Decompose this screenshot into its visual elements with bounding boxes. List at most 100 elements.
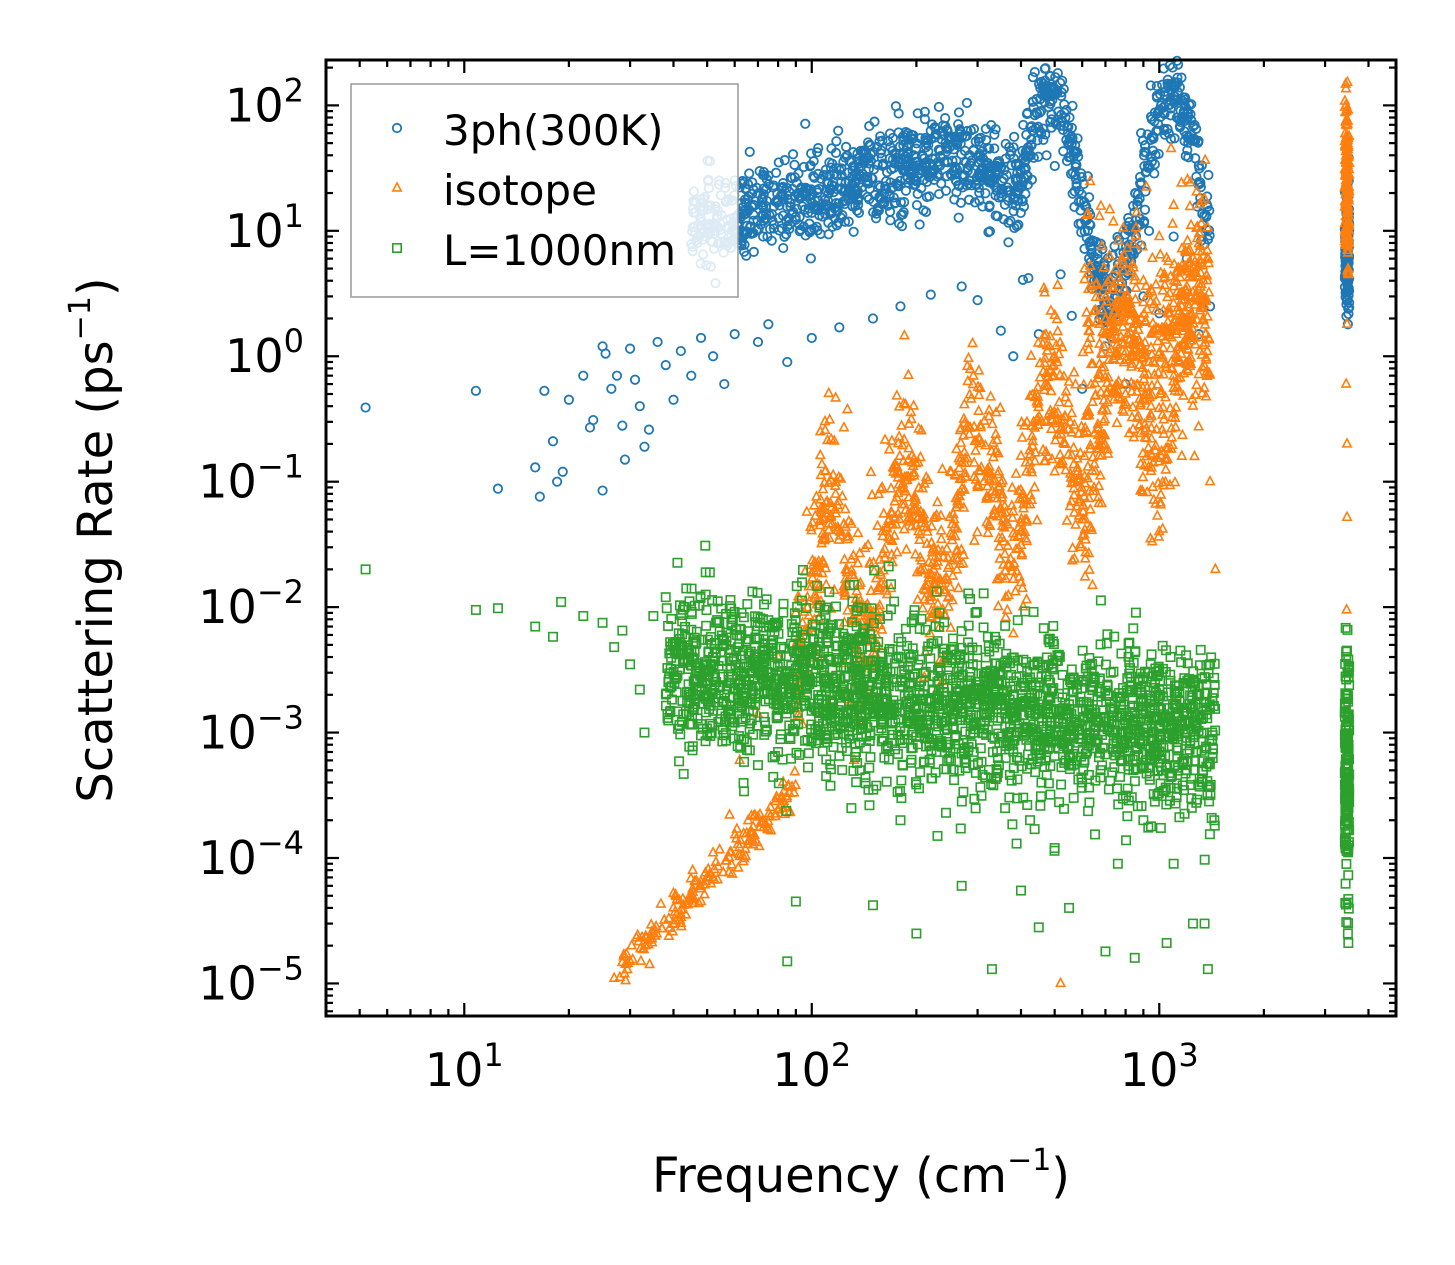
point-triangle (912, 455, 924, 467)
point-circle (839, 216, 851, 227)
point-circle (900, 185, 912, 196)
point-circle (770, 167, 782, 178)
point-circle (758, 231, 769, 242)
point-triangle (970, 444, 982, 455)
point-triangle (893, 512, 905, 523)
point-triangle (1079, 513, 1092, 524)
point-circle (773, 157, 784, 168)
point-triangle (1060, 463, 1072, 475)
data-point-triangle (1199, 192, 1211, 203)
point-circle (1177, 111, 1188, 122)
point-triangle (841, 532, 853, 544)
point-triangle (981, 489, 993, 501)
point-triangle (886, 434, 898, 445)
point-square (794, 749, 805, 760)
point-triangle (833, 470, 845, 482)
point-circle (1027, 96, 1038, 107)
point-circle (1046, 114, 1057, 125)
point-triangle (838, 616, 850, 627)
point-circle (904, 164, 916, 175)
data-point-circle (995, 325, 1006, 336)
point-triangle (1034, 371, 1046, 382)
point-triangle (1045, 304, 1057, 315)
point-circle (1186, 129, 1197, 141)
point-triangle (1029, 446, 1041, 457)
point-triangle (1119, 396, 1131, 407)
point-triangle (995, 476, 1007, 488)
point-square (970, 803, 981, 814)
point-triangle (1067, 541, 1079, 553)
point-triangle (1038, 281, 1050, 293)
point-triangle (708, 862, 720, 874)
point-circle (1139, 150, 1150, 161)
point-triangle (883, 443, 895, 454)
point-triangle (1052, 278, 1064, 289)
point-triangle (945, 526, 957, 538)
point-square (947, 633, 958, 644)
point-square (679, 621, 690, 632)
point-triangle (952, 494, 964, 506)
point-triangle (1108, 306, 1120, 318)
point-square (1000, 620, 1011, 631)
point-triangle (1152, 451, 1164, 462)
point-square (781, 805, 792, 816)
point-triangle (928, 511, 940, 522)
point-triangle (1046, 452, 1058, 464)
point-triangle (926, 546, 938, 557)
point-circle (1099, 276, 1110, 288)
point-triangle (1093, 367, 1105, 379)
point-circle (1084, 237, 1095, 248)
point-triangle (1085, 378, 1097, 389)
point-circle (912, 108, 923, 119)
point-triangle (1111, 416, 1123, 428)
point-circle (1007, 198, 1018, 210)
point-triangle (865, 584, 877, 596)
point-triangle (1121, 307, 1133, 318)
point-triangle (1134, 418, 1146, 429)
point-triangle (1032, 336, 1044, 347)
point-triangle (763, 806, 775, 818)
point-triangle (650, 919, 662, 931)
point-triangle (1100, 386, 1112, 398)
point-triangle (1165, 422, 1177, 433)
point-triangle (1127, 349, 1139, 361)
point-triangle (1083, 408, 1095, 420)
point-circle (779, 231, 790, 242)
point-circle (741, 220, 752, 232)
point-square (948, 644, 959, 655)
point-triangle (1127, 400, 1139, 412)
point-triangle (1189, 298, 1201, 309)
point-triangle (1341, 243, 1353, 255)
point-triangle (1171, 266, 1183, 277)
point-triangle (1188, 449, 1201, 461)
point-triangle (1157, 341, 1169, 353)
point-triangle (935, 524, 947, 535)
point-triangle (898, 397, 910, 408)
point-triangle (1081, 306, 1093, 317)
point-triangle (1138, 459, 1150, 470)
point-triangle (1140, 279, 1152, 290)
point-triangle (973, 388, 985, 400)
point-circle (1149, 116, 1160, 127)
point-triangle (1087, 450, 1099, 462)
data-point-circle (539, 385, 550, 396)
point-circle (890, 197, 901, 208)
point-triangle (935, 532, 947, 544)
point-triangle (1058, 370, 1070, 381)
point-triangle (1118, 249, 1130, 260)
point-triangle (978, 474, 990, 486)
point-triangle (1117, 221, 1129, 232)
point-triangle (985, 390, 997, 401)
data-point-circle (652, 336, 663, 348)
point-circle (1079, 226, 1090, 237)
point-circle (822, 195, 834, 206)
point-triangle (1043, 407, 1055, 418)
point-square (837, 764, 848, 775)
point-square (750, 617, 761, 628)
point-triangle (878, 507, 890, 518)
point-triangle (1153, 530, 1165, 541)
point-square (758, 712, 769, 723)
point-square (906, 617, 917, 628)
point-triangle (818, 503, 830, 514)
point-triangle (1089, 464, 1101, 476)
